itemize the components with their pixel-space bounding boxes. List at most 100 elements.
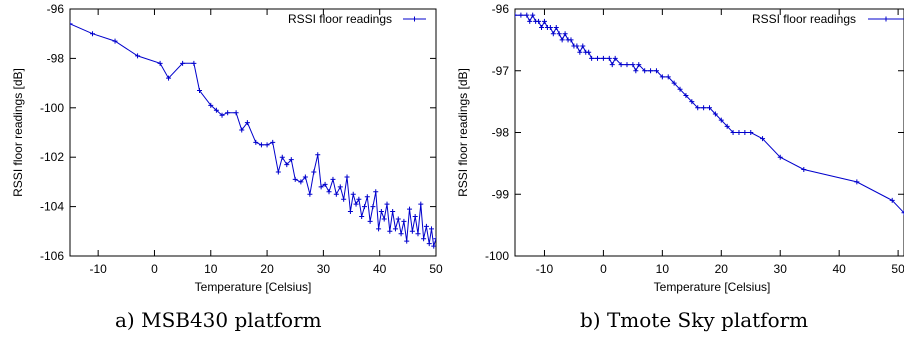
data-point (433, 236, 436, 242)
data-point (292, 176, 298, 182)
series-1 (70, 21, 436, 249)
data-point (515, 12, 518, 18)
data-point (390, 209, 396, 215)
data-point (736, 130, 742, 135)
data-point (889, 197, 895, 203)
x-tick-label: 20 (715, 262, 729, 276)
series-line (515, 14, 904, 214)
y-tick-label: -99 (492, 187, 510, 201)
x-axis-label: Temperature [Celsius] (654, 280, 771, 294)
data-point (244, 120, 250, 126)
data-point (707, 105, 712, 111)
x-tick-label: 50 (429, 262, 443, 276)
data-point (695, 105, 701, 111)
data-point (642, 68, 648, 74)
data-point (279, 154, 285, 160)
data-point (364, 194, 370, 200)
data-point (370, 204, 376, 210)
data-point (530, 12, 536, 18)
data-point (302, 174, 308, 180)
data-point (901, 210, 904, 216)
data-point (361, 204, 367, 210)
data-point (418, 201, 424, 207)
data-point (677, 86, 683, 92)
caption-msb430: a) MSB430 platform (115, 308, 322, 332)
data-point (284, 162, 290, 168)
y-tick-label: -102 (40, 150, 64, 164)
data-point (330, 176, 336, 182)
data-point (298, 179, 304, 185)
data-point (398, 231, 404, 237)
x-tick-label: 0 (600, 262, 607, 276)
data-point (225, 110, 231, 116)
data-point (90, 31, 96, 37)
data-point (70, 21, 73, 27)
data-point (264, 142, 270, 148)
data-point (322, 181, 328, 187)
data-point (367, 218, 373, 224)
data-point (589, 55, 595, 61)
data-point (384, 201, 390, 207)
data-point (556, 31, 562, 37)
data-point (166, 75, 172, 81)
legend-marker (883, 16, 889, 22)
data-point (760, 136, 766, 142)
y-tick-label: -98 (492, 126, 510, 140)
data-point (219, 112, 225, 118)
data-point (431, 243, 436, 249)
data-point (315, 152, 321, 158)
data-point (580, 43, 586, 49)
data-point (562, 31, 568, 37)
data-point (559, 37, 565, 43)
data-point (311, 169, 317, 175)
data-point (648, 68, 654, 74)
data-point (333, 191, 339, 197)
data-point (208, 102, 214, 108)
data-point (539, 25, 545, 31)
data-point (748, 130, 754, 135)
data-point (671, 80, 677, 86)
y-axis-label: RSSI floor readings [dB] (11, 68, 25, 197)
data-point (701, 105, 707, 111)
data-point (574, 43, 580, 49)
data-point (718, 117, 724, 123)
data-point (421, 236, 427, 242)
data-point (609, 62, 615, 68)
data-point (353, 201, 359, 207)
y-tick-label: -96 (492, 2, 510, 16)
data-point (600, 55, 606, 61)
data-point (586, 49, 592, 55)
data-point (213, 107, 219, 113)
data-point (423, 223, 429, 229)
data-point (404, 238, 410, 244)
data-point (527, 18, 533, 24)
data-point (712, 111, 718, 117)
data-point (135, 53, 141, 59)
x-tick-label: 20 (260, 262, 274, 276)
legend-marker (412, 16, 417, 22)
data-point (568, 37, 574, 43)
x-tick-label: -10 (536, 262, 554, 276)
legend-label: RSSI floor readings (752, 12, 856, 26)
data-point (191, 60, 197, 66)
series-1 (515, 12, 904, 216)
data-point (428, 226, 434, 232)
x-axis-label: Temperature [Celsius] (195, 280, 312, 294)
data-point (550, 31, 556, 37)
x-tick-label: 40 (832, 262, 846, 276)
data-point (524, 12, 530, 18)
y-tick-label: -98 (47, 51, 65, 65)
charts-figure: -10 0 10 20 30 40 50-106-104-102-100-98-96Temp… (11, 2, 904, 294)
data-point (180, 60, 186, 66)
y-tick-label: -96 (47, 2, 65, 16)
data-point (547, 25, 553, 31)
data-point (553, 25, 559, 31)
data-point (350, 191, 356, 197)
x-tick-label: 40 (373, 262, 387, 276)
x-tick-label: 50 (891, 262, 904, 276)
data-point (233, 110, 239, 116)
data-point (378, 209, 384, 215)
data-point (326, 189, 332, 195)
data-point (577, 49, 583, 55)
y-tick-label: -100 (40, 101, 64, 115)
